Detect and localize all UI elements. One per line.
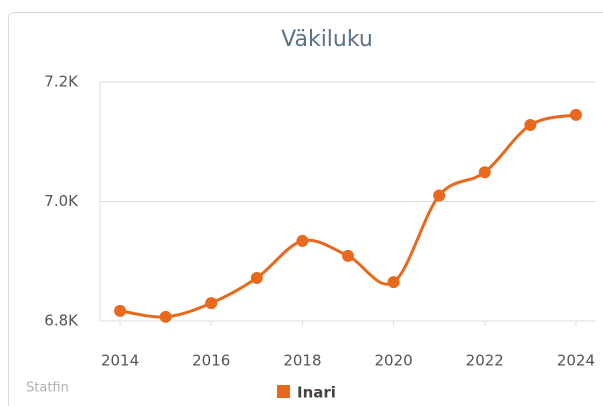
y-tick-label: 7.0K xyxy=(44,192,79,210)
point xyxy=(478,166,491,179)
point xyxy=(387,276,400,289)
x-tick-label: 2024 xyxy=(557,352,595,370)
y-tick-label: 6.8K xyxy=(44,312,79,330)
x-tick-label: 2018 xyxy=(283,352,321,370)
point xyxy=(205,297,218,310)
legend-swatch xyxy=(277,385,290,398)
point xyxy=(159,310,172,323)
x-tick-label: 2014 xyxy=(101,352,139,370)
point xyxy=(296,234,309,247)
point xyxy=(250,271,263,284)
x-tick-label: 2022 xyxy=(466,352,504,370)
point xyxy=(433,189,446,202)
point xyxy=(342,249,354,262)
legend-label: Inari xyxy=(297,384,336,402)
point xyxy=(524,119,537,132)
line xyxy=(119,113,577,319)
x-tick-label: 2020 xyxy=(374,352,412,370)
source: Statfin xyxy=(26,381,69,396)
y-tick-label: 7.2K xyxy=(44,73,79,91)
point xyxy=(114,304,127,317)
point xyxy=(569,108,582,121)
card xyxy=(8,12,603,406)
chart-title: Väkiluku xyxy=(281,27,373,52)
x-tick-label: 2016 xyxy=(192,352,230,370)
